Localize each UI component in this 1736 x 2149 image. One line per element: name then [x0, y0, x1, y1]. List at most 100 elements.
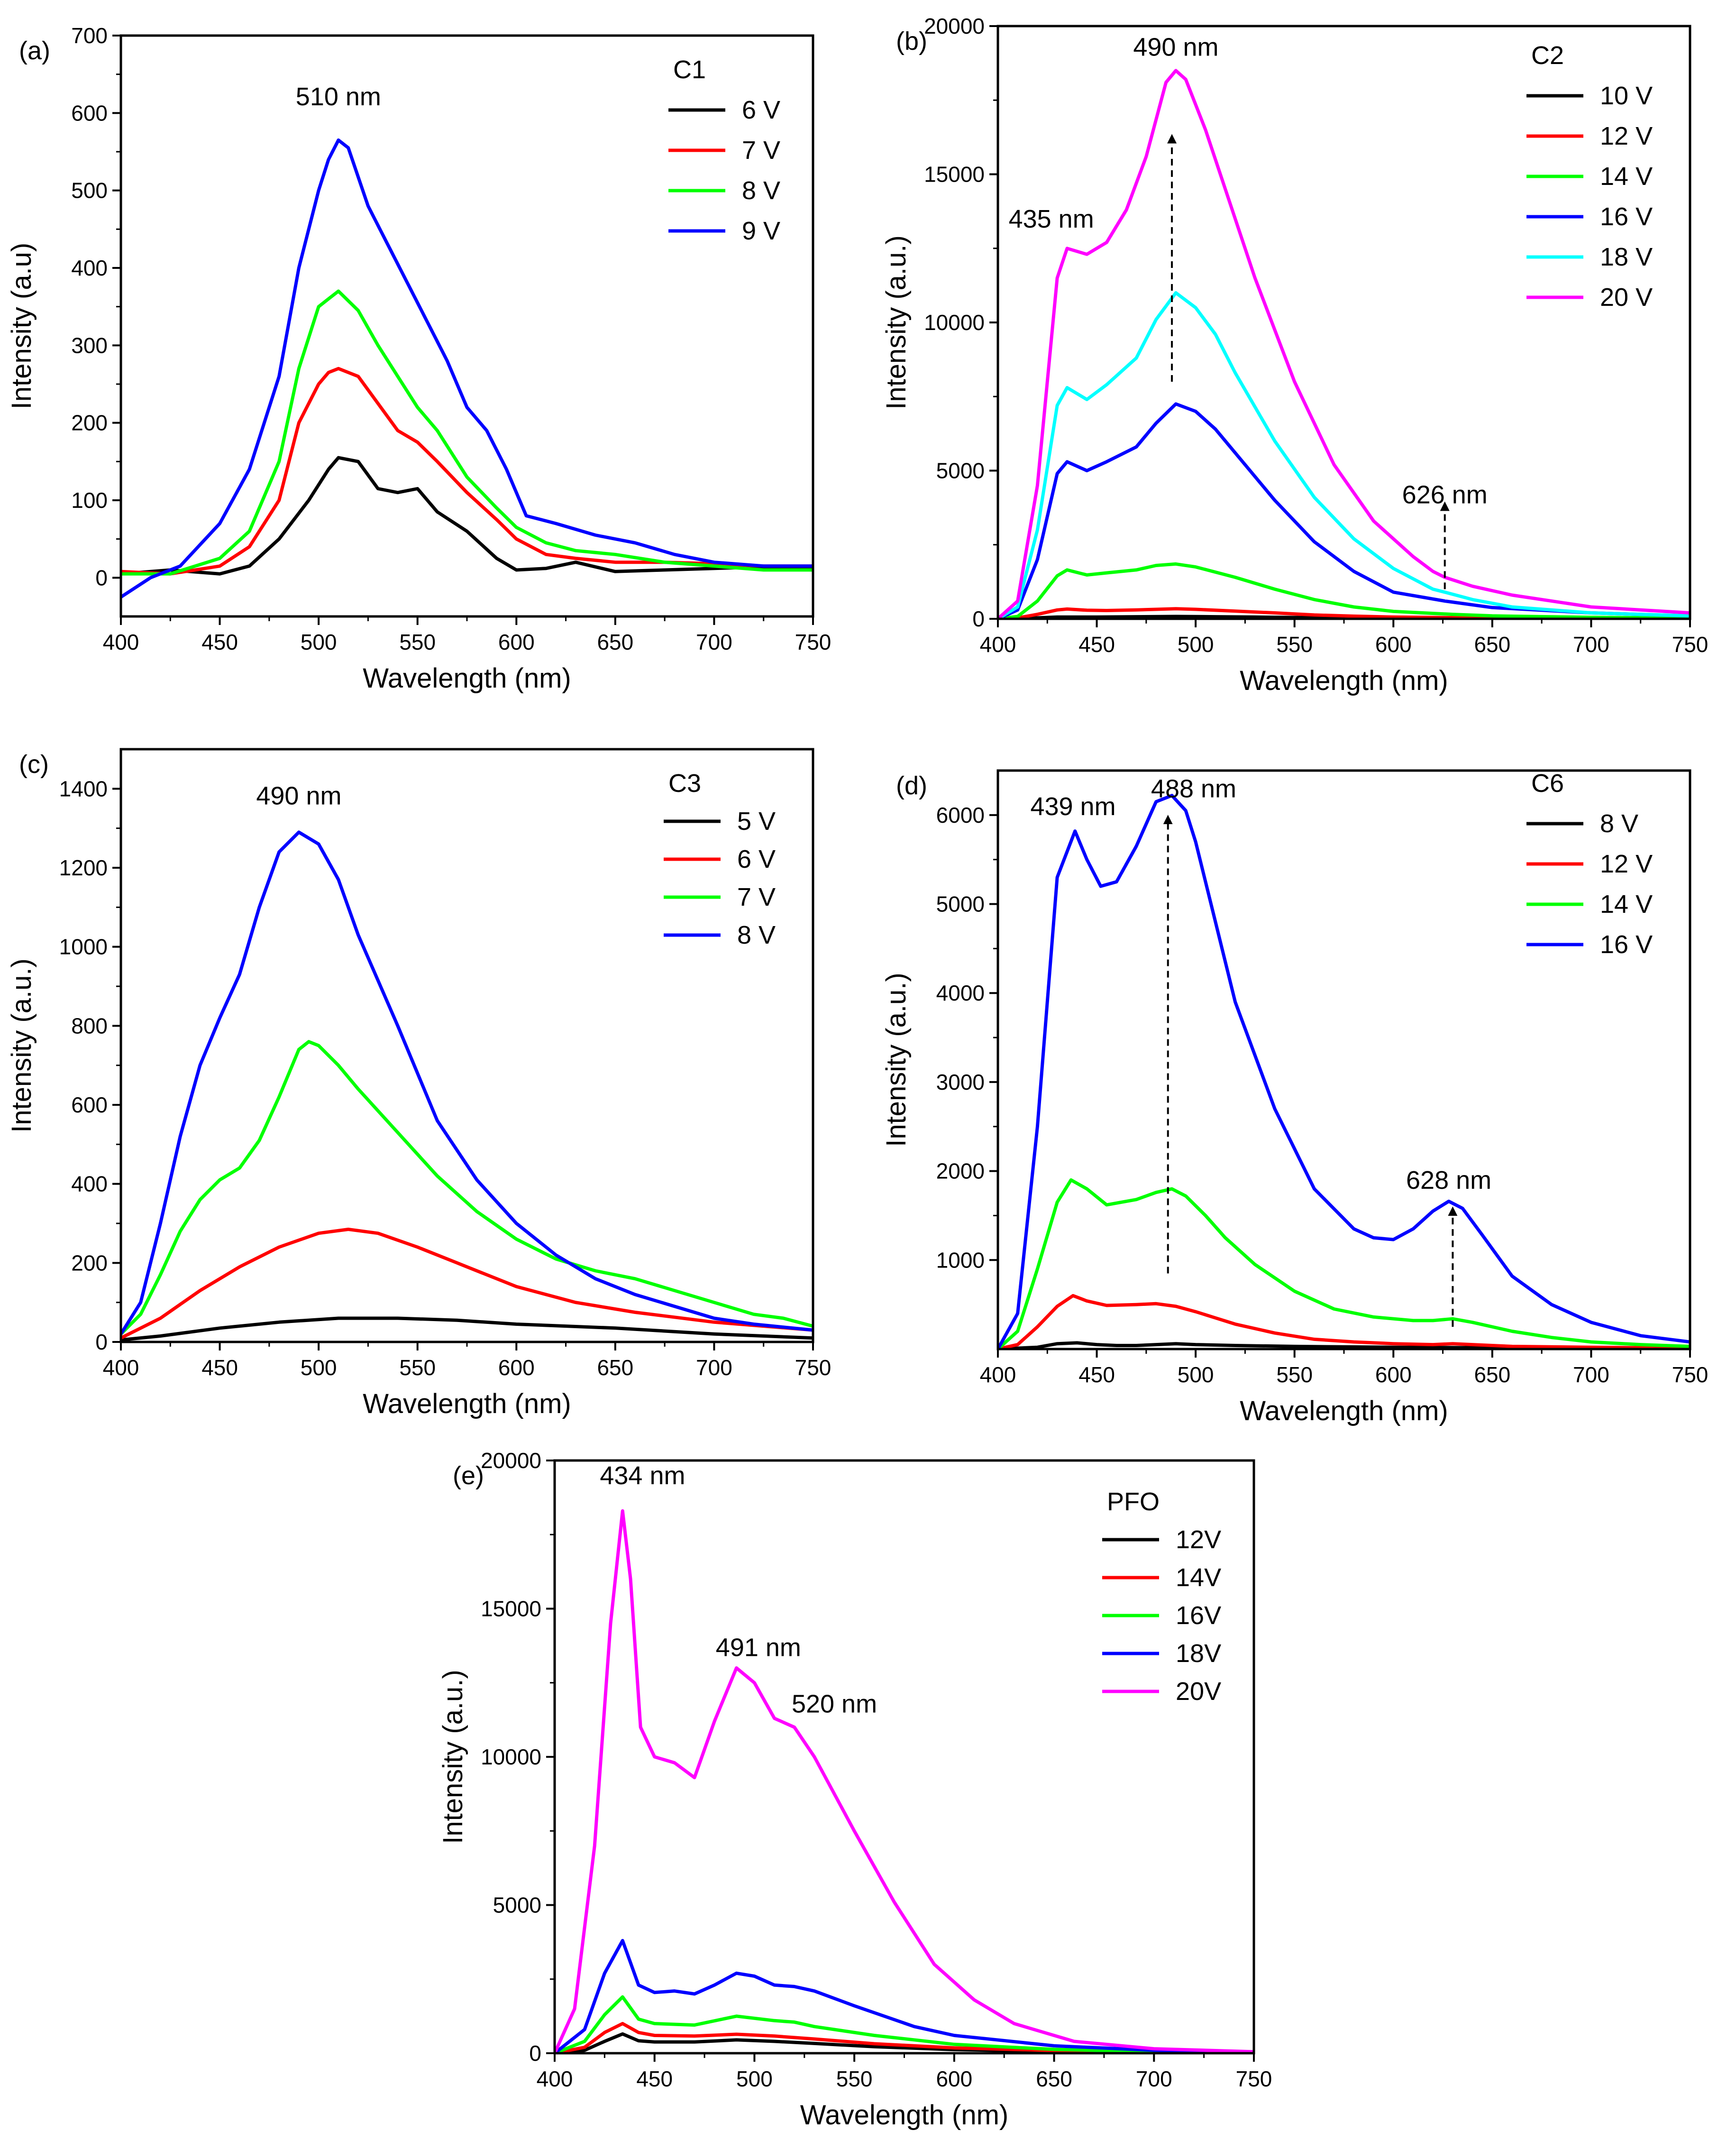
y-tick-label: 800: [71, 1013, 108, 1038]
x-tick-label: 700: [696, 1355, 732, 1380]
y-tick-label: 0: [95, 1330, 108, 1354]
x-tick-label: 550: [836, 2066, 873, 2091]
peak-annotation: 520 nm: [792, 1690, 877, 1718]
series-line-16v: [555, 1995, 1254, 2053]
series-line-18v: [998, 291, 1690, 619]
legend-label: 20 V: [1600, 283, 1653, 312]
peak-annotation: 488 nm: [1151, 774, 1236, 803]
x-tick-label: 600: [498, 1355, 535, 1380]
y-tick-label: 15000: [924, 162, 985, 187]
y-tick-label: 600: [71, 101, 108, 125]
series-line-6v: [121, 1228, 813, 1340]
legend-label: 20V: [1176, 1677, 1221, 1706]
x-tick-label: 600: [1375, 632, 1412, 657]
x-tick-label: 400: [980, 632, 1016, 657]
series-line-7v: [121, 367, 813, 576]
y-axis-label: Intensity (a.u): [6, 243, 37, 409]
x-tick-label: 700: [1573, 1362, 1609, 1387]
legend-label: 8 V: [1600, 809, 1638, 838]
series-line-5v: [121, 1316, 813, 1342]
x-tick-label: 600: [1375, 1362, 1412, 1387]
y-tick-label: 5000: [493, 1893, 541, 1918]
x-tick-label: 500: [301, 1355, 337, 1380]
y-tick-label: 1000: [59, 935, 108, 959]
x-tick-label: 500: [736, 2066, 773, 2091]
series-line-8v: [121, 830, 813, 1335]
peak-annotation: 626 nm: [1402, 480, 1488, 509]
legend-label: 12 V: [1600, 850, 1653, 878]
x-tick-label: 750: [795, 1355, 831, 1380]
panel-label: (d): [896, 771, 927, 800]
x-tick-label: 400: [103, 1355, 139, 1380]
x-tick-label: 650: [1474, 632, 1510, 657]
peak-annotation: 510 nm: [296, 83, 381, 111]
series-line-9v: [121, 138, 813, 599]
x-tick-label: 400: [537, 2066, 573, 2091]
x-tick-label: 650: [597, 1355, 633, 1380]
peak-annotation: 434 nm: [600, 1461, 685, 1490]
y-tick-label: 1200: [59, 855, 108, 880]
peak-annotation: 491 nm: [716, 1634, 801, 1662]
y-tick-label: 4000: [936, 981, 985, 1005]
panel-label: (c): [19, 750, 49, 779]
x-axis-label: Wavelength (nm): [800, 2100, 1008, 2131]
x-axis-label: Wavelength (nm): [1240, 1396, 1448, 1426]
legend-label: 10 V: [1600, 82, 1653, 110]
x-tick-label: 550: [1276, 1362, 1313, 1387]
series-line-16v: [998, 794, 1690, 1349]
y-tick-label: 0: [972, 606, 985, 631]
y-tick-label: 500: [71, 178, 108, 203]
legend-label: 7 V: [742, 136, 780, 165]
x-tick-label: 700: [1573, 632, 1609, 657]
y-axis-label: Intensity (a.u.): [881, 973, 912, 1147]
legend-label: 9 V: [742, 217, 780, 245]
legend-label: 16V: [1176, 1601, 1221, 1630]
plot-frame: [119, 748, 814, 1343]
plot-frame: [996, 769, 1691, 1350]
legend-title: C6: [1531, 769, 1564, 798]
y-axis-label: Intensity (a.u.): [438, 1670, 468, 1844]
legend-label: 7 V: [737, 883, 776, 911]
series-line-8v: [998, 1341, 1690, 1349]
legend-title: C3: [668, 769, 701, 798]
legend-label: 6 V: [737, 845, 776, 873]
y-tick-label: 400: [71, 1172, 108, 1196]
x-tick-label: 650: [1474, 1362, 1510, 1387]
x-axis-label: Wavelength (nm): [363, 1388, 571, 1419]
x-tick-label: 450: [636, 2066, 673, 2091]
peak-annotation: 628 nm: [1406, 1166, 1491, 1194]
series-line-16v: [998, 402, 1690, 619]
y-tick-label: 2000: [936, 1159, 985, 1184]
x-tick-label: 500: [1178, 632, 1214, 657]
series-line-8v: [121, 289, 813, 576]
y-tick-label: 20000: [481, 1448, 541, 1473]
x-tick-label: 450: [201, 1355, 238, 1380]
legend-label: 12 V: [1600, 122, 1653, 150]
x-tick-label: 700: [1136, 2066, 1172, 2091]
y-tick-label: 200: [71, 411, 108, 435]
y-axis-label: Intensity (a.u.): [881, 235, 912, 409]
chart-panel-d: 400 450 500 550 600 650 700 750 1000 2000 3000 4000…: [881, 769, 1708, 1426]
chart-panel-b: 400 450 500 550 600 650 700 750 0 5000 10000 15000 2…: [881, 14, 1708, 696]
x-tick-label: 600: [936, 2066, 972, 2091]
peak-annotation: 439 nm: [1030, 792, 1115, 821]
series-line-14v: [998, 562, 1690, 619]
peak-annotation: 435 nm: [1009, 205, 1094, 233]
series-line-20v: [998, 69, 1690, 619]
legend-title: PFO: [1107, 1488, 1160, 1516]
x-tick-label: 500: [1178, 1362, 1214, 1387]
x-tick-label: 750: [795, 630, 831, 654]
x-tick-label: 500: [301, 630, 337, 654]
y-tick-label: 700: [71, 23, 108, 48]
y-tick-label: 400: [71, 256, 108, 280]
peak-annotation: 490 nm: [1133, 33, 1218, 62]
y-tick-label: 6000: [936, 803, 985, 827]
peak-annotation: 490 nm: [256, 782, 341, 810]
legend-label: 18V: [1176, 1639, 1221, 1668]
y-tick-label: 10000: [924, 310, 985, 335]
legend-label: 6 V: [742, 96, 780, 124]
y-tick-label: 3000: [936, 1070, 985, 1094]
legend-label: 8 V: [737, 921, 776, 949]
x-tick-label: 750: [1672, 1362, 1709, 1387]
